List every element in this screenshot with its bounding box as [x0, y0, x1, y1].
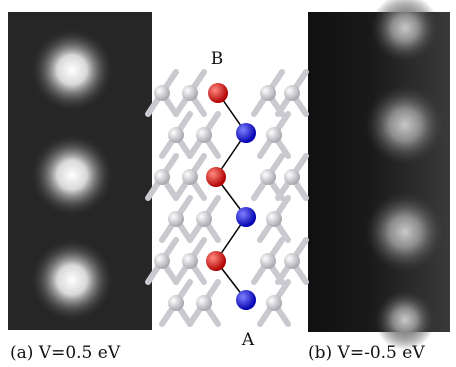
- atom: [154, 169, 170, 185]
- atom: [266, 127, 282, 143]
- atom: [196, 295, 212, 311]
- figure: B A (a) V=0.5 eV (b) V=-0.5 eV: [0, 0, 456, 367]
- atom: [182, 85, 198, 101]
- atomic-structure: [148, 72, 306, 324]
- atom: [260, 253, 276, 269]
- stm-panel-b: [308, 0, 450, 350]
- atom: [266, 211, 282, 227]
- atom: [182, 253, 198, 269]
- atom: [260, 85, 276, 101]
- atom: [266, 295, 282, 311]
- atom-label: B: [211, 49, 224, 69]
- atom: [168, 295, 184, 311]
- atom: [196, 211, 212, 227]
- atom: [196, 127, 212, 143]
- atom: [260, 169, 276, 185]
- atom: [284, 253, 300, 269]
- atom-b: [208, 83, 228, 103]
- atom-b: [206, 251, 226, 271]
- caption: (b) V=-0.5 eV: [308, 343, 425, 363]
- atom-b: [206, 167, 226, 187]
- atom: [284, 85, 300, 101]
- atom: [182, 169, 198, 185]
- atom: [154, 85, 170, 101]
- atom-a: [236, 290, 256, 310]
- stm-panel-a: [8, 12, 152, 330]
- atom: [284, 169, 300, 185]
- atom-label: A: [241, 330, 255, 350]
- atom: [154, 253, 170, 269]
- atom: [168, 127, 184, 143]
- atom-a: [236, 207, 256, 227]
- atom: [168, 211, 184, 227]
- caption: (a) V=0.5 eV: [10, 343, 121, 363]
- atom-a: [236, 123, 256, 143]
